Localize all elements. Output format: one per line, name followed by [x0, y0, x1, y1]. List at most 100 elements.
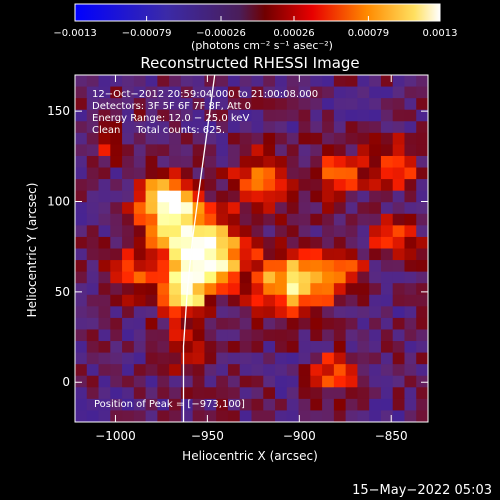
heatmap-cell: [227, 202, 241, 215]
heatmap-cell: [298, 202, 311, 215]
heatmap-cell: [345, 109, 358, 122]
heatmap-cell: [404, 283, 417, 296]
heatmap-cell: [392, 375, 406, 388]
heatmap-cell: [192, 352, 206, 365]
heatmap-cell: [239, 75, 253, 88]
heatmap-cell: [145, 410, 158, 422]
heatmap-cell: [145, 375, 158, 388]
heatmap-cell: [416, 98, 428, 111]
heatmap-cell: [227, 236, 241, 250]
heatmap-cell: [86, 329, 100, 342]
heatmap-cell: [239, 121, 253, 134]
heatmap-cell: [227, 155, 241, 169]
heatmap-cell: [180, 213, 194, 226]
heatmap-cell: [416, 306, 428, 319]
heatmap-cell: [122, 155, 135, 169]
heatmap-cell: [263, 294, 276, 307]
heatmap-cell: [263, 364, 276, 377]
heatmap-cell: [157, 317, 170, 331]
heatmap-cell: [416, 75, 428, 88]
heatmap-cell: [380, 167, 394, 180]
x-tick-label: −1000: [95, 429, 136, 443]
heatmap-cell: [298, 98, 311, 111]
heatmap-cell: [157, 352, 170, 365]
heatmap-cell: [204, 398, 217, 412]
heatmap-cell: [392, 410, 406, 422]
heatmap-cell: [75, 341, 88, 354]
heatmap-cell: [180, 306, 194, 319]
heatmap-cell: [275, 86, 288, 99]
heatmap-cell: [157, 98, 170, 111]
heatmap-cell: [133, 248, 147, 261]
heatmap-cell: [251, 294, 264, 307]
heatmap-cell: [133, 317, 147, 331]
heatmap-cell: [180, 225, 194, 238]
heatmap-cell: [310, 236, 323, 250]
heatmap-cell: [310, 271, 323, 284]
heatmap-cell: [298, 410, 311, 422]
heatmap-cell: [122, 167, 135, 180]
heatmap-cell: [416, 190, 428, 203]
heatmap-cell: [357, 248, 370, 261]
heatmap-cell: [333, 248, 347, 261]
heatmap-cell: [86, 260, 100, 273]
heatmap-cell: [98, 283, 111, 296]
heatmap-cell: [298, 375, 311, 388]
heatmap-cell: [192, 283, 206, 296]
heatmap-cell: [180, 132, 194, 145]
heatmap-cell: [286, 364, 300, 377]
heatmap-cell: [216, 144, 229, 157]
heatmap-cell: [357, 341, 370, 354]
heatmap-cell: [145, 213, 158, 226]
heatmap-cell: [133, 190, 147, 203]
heatmap-cell: [298, 248, 311, 261]
heatmap-cell: [110, 167, 123, 180]
heatmap-cell: [98, 306, 111, 319]
heatmap-cell: [98, 121, 111, 134]
heatmap-cell: [380, 271, 394, 284]
heatmap-cell: [216, 132, 229, 145]
heatmap-cell: [75, 260, 88, 273]
heatmap-cell: [239, 109, 253, 122]
heatmap-cell: [216, 86, 229, 99]
heatmap-cell: [251, 375, 264, 388]
heatmap-cell: [380, 294, 394, 307]
heatmap-cell: [110, 109, 123, 122]
heatmap-cell: [227, 179, 241, 192]
heatmap-cell: [239, 225, 253, 238]
heatmap-cell: [98, 202, 111, 215]
heatmap-cell: [357, 387, 370, 400]
heatmap-cell: [227, 248, 241, 261]
heatmap-cell: [369, 317, 382, 331]
y-axis-label: Heliocentric Y (arcsec): [25, 183, 39, 318]
heatmap-cell: [251, 306, 264, 319]
heatmap-cell: [416, 213, 428, 226]
heatmap-cell: [416, 271, 428, 284]
heatmap-cell: [392, 398, 406, 412]
heatmap-cell: [204, 179, 217, 192]
heatmap-cell: [192, 375, 206, 388]
heatmap-cell: [298, 86, 311, 99]
heatmap-cell: [392, 155, 406, 169]
heatmap-cell: [227, 225, 241, 238]
heatmap-cell: [145, 352, 158, 365]
heatmap-cell: [204, 155, 217, 169]
heatmap-cell: [345, 283, 358, 296]
heatmap-cell: [298, 132, 311, 145]
heatmap-cell: [286, 352, 300, 365]
heatmap-cell: [133, 179, 147, 192]
heatmap-cell: [169, 225, 182, 238]
heatmap-cell: [239, 329, 253, 342]
heatmap-cell: [380, 179, 394, 192]
heatmap-cell: [298, 294, 311, 307]
heatmap-cell: [333, 155, 347, 169]
heatmap-cell: [145, 341, 158, 354]
heatmap-cell: [404, 294, 417, 307]
heatmap-cell: [75, 236, 88, 250]
heatmap-cell: [122, 387, 135, 400]
heatmap-cell: [416, 248, 428, 261]
heatmap-cell: [145, 283, 158, 296]
heatmap-cell: [133, 352, 147, 365]
heatmap-cell: [239, 155, 253, 169]
heatmap-cell: [416, 167, 428, 180]
